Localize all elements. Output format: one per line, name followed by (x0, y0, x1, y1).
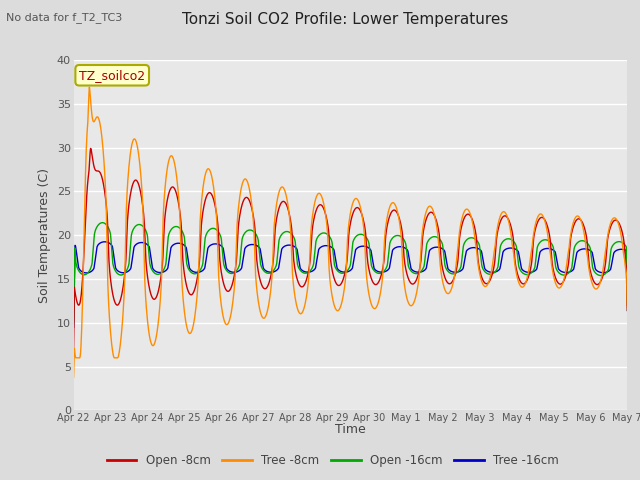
Text: TZ_soilco2: TZ_soilco2 (79, 69, 145, 82)
Text: Tonzi Soil CO2 Profile: Lower Temperatures: Tonzi Soil CO2 Profile: Lower Temperatur… (182, 12, 509, 27)
Legend: Open -8cm, Tree -8cm, Open -16cm, Tree -16cm: Open -8cm, Tree -8cm, Open -16cm, Tree -… (102, 449, 564, 472)
Text: No data for f_T2_TC3: No data for f_T2_TC3 (6, 12, 123, 23)
Y-axis label: Soil Temperatures (C): Soil Temperatures (C) (38, 168, 51, 303)
X-axis label: Time: Time (335, 423, 366, 436)
